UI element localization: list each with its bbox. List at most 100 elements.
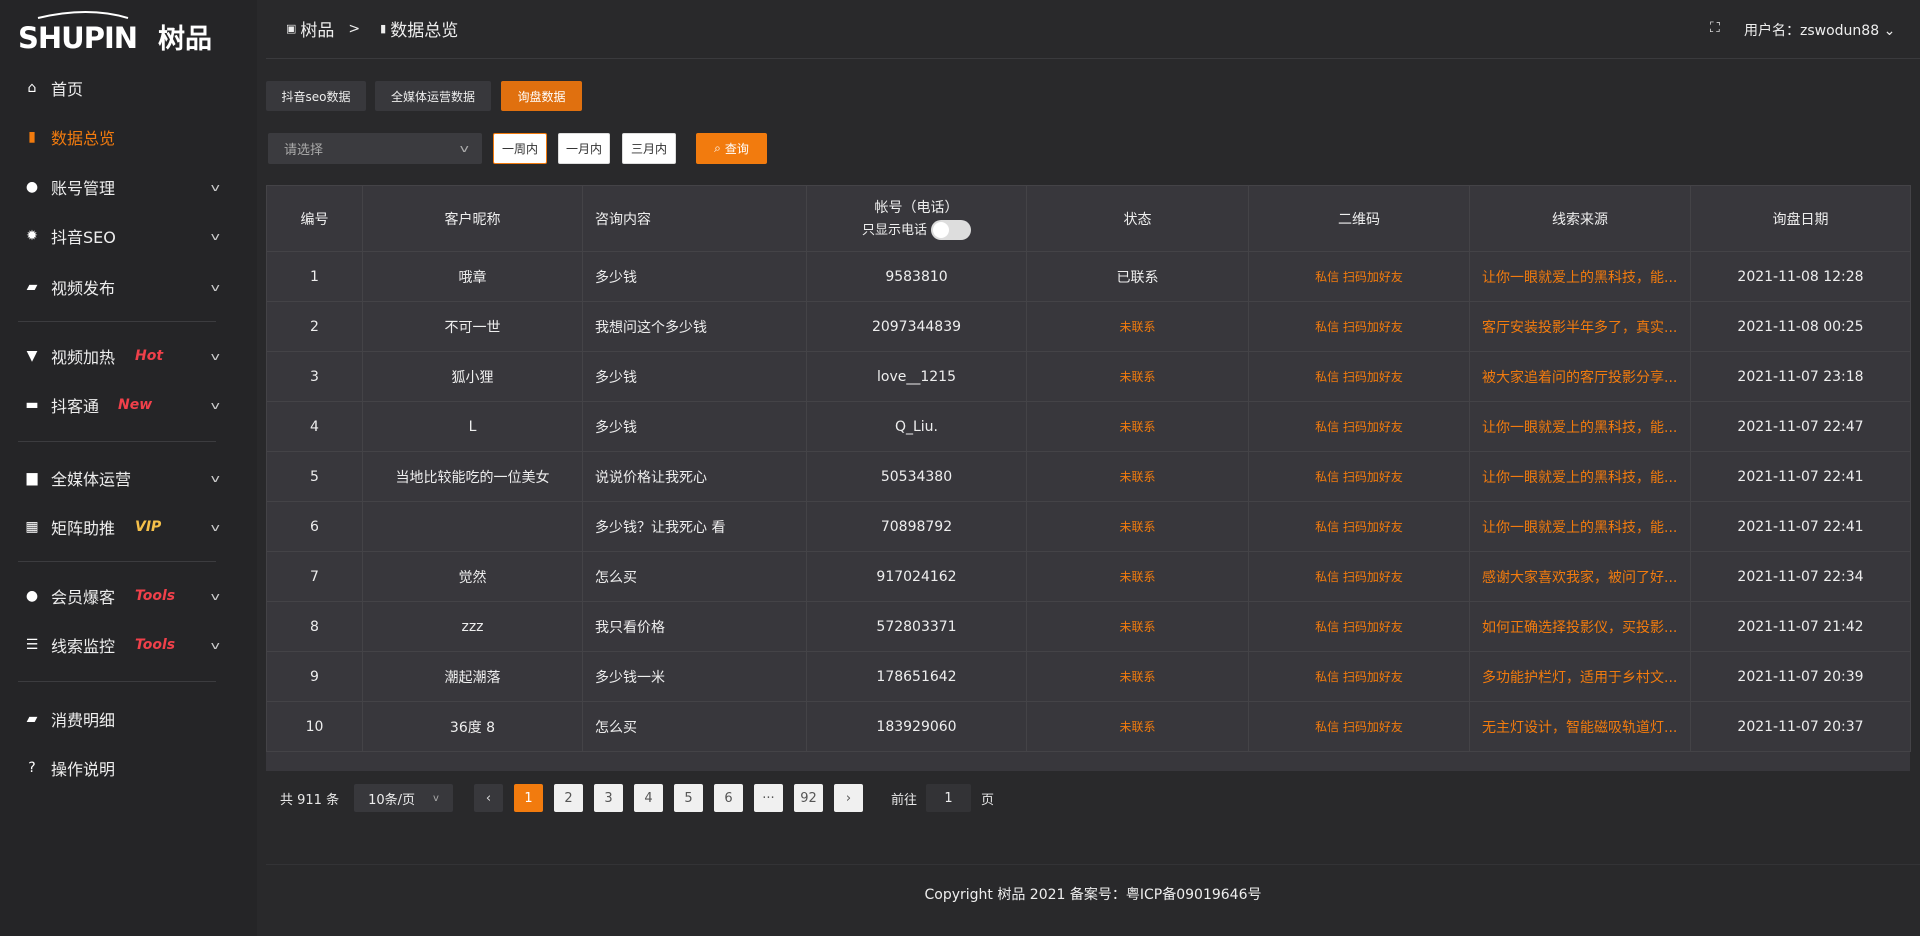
cell-qrcode[interactable]: 私信 扫码加好友	[1248, 601, 1470, 652]
sidebar-item-9[interactable]: ● 会员爆客 Tools v	[0, 576, 257, 616]
table-row: 1 哦章 多少钱 9583810 已联系 私信 扫码加好友 让你一眼就爱上的黑科技，能...…	[266, 251, 1911, 302]
home-icon: ⌂	[27, 80, 37, 96]
cell-source[interactable]: 让你一眼就爱上的黑科技，能...	[1469, 451, 1691, 502]
logo[interactable]: SHUPIN 树品	[18, 10, 230, 55]
tab-all-media-data[interactable]: 全媒体运营数据	[375, 81, 491, 111]
camera-icon: ▰	[26, 279, 38, 295]
sidebar-item-1[interactable]: ▮ 数据总览	[0, 117, 257, 157]
cell-content: 怎么买	[582, 551, 807, 602]
page-button[interactable]: 6	[714, 784, 743, 812]
sidebar-item-label: 抖客通	[51, 397, 100, 416]
sidebar-divider	[18, 681, 216, 682]
cell-id: 3	[266, 351, 363, 402]
cell-date: 2021-11-07 21:42	[1690, 601, 1911, 652]
page-button[interactable]: 2	[554, 784, 583, 812]
cell-qrcode[interactable]: 私信 扫码加好友	[1248, 551, 1470, 602]
sidebar-item-6[interactable]: ▬ 抖客通 New v	[0, 385, 257, 425]
cell-qrcode[interactable]: 私信 扫码加好友	[1248, 651, 1470, 702]
sidebar-item-3[interactable]: ✹ 抖音SEO v	[0, 216, 257, 256]
header: ▣ 树品 > ▮ 数据总览 ⛶ 用户名：zswodun88 ⌄	[266, 0, 1920, 59]
cell-id: 2	[266, 301, 363, 352]
cell-qrcode[interactable]: 私信 扫码加好友	[1248, 301, 1470, 352]
cell-content: 说说价格让我死心	[582, 451, 807, 502]
chevron-down-icon: v	[210, 229, 220, 243]
sidebar-item-5[interactable]: ▼ 视频加热 Hot v	[0, 336, 257, 376]
cell-account: Q_Liu.	[806, 401, 1027, 452]
page-button[interactable]: 1	[514, 784, 543, 812]
sidebar-item-11[interactable]: ▰ 消费明细	[0, 699, 257, 739]
table-row: 9 潮起潮落 多少钱一米 178651642 未联系 私信 扫码加好友 多功能护栏灯，适用于…	[266, 651, 1911, 702]
page-size-select[interactable]: 10条/页 v	[354, 784, 453, 812]
sidebar-item-10[interactable]: ☰ 线索监控 Tools v	[0, 625, 257, 665]
sidebar-item-label: 账号管理	[51, 179, 116, 198]
phone-only-toggle[interactable]	[931, 220, 971, 241]
cell-source[interactable]: 客厅安装投影半年多了，真实...	[1469, 301, 1691, 352]
cell-status: 未联系	[1026, 401, 1249, 452]
page-button[interactable]: 4	[634, 784, 663, 812]
cell-source[interactable]: 被大家追着问的客厅投影分享...	[1469, 351, 1691, 402]
sidebar-badge: Tools	[135, 588, 176, 604]
cell-qrcode[interactable]: 私信 扫码加好友	[1248, 701, 1470, 752]
cell-qrcode[interactable]: 私信 扫码加好友	[1248, 451, 1470, 502]
cell-nickname: 不可一世	[362, 301, 583, 352]
cell-account: 2097344839	[806, 301, 1027, 352]
tab-inquiry-data[interactable]: 询盘数据	[501, 81, 582, 111]
col-content: 咨询内容	[582, 185, 807, 252]
cell-nickname	[362, 501, 583, 552]
breadcrumb-separator: >	[348, 20, 361, 37]
cell-account: 183929060	[806, 701, 1027, 752]
cell-source[interactable]: 多功能护栏灯，适用于乡村文...	[1469, 651, 1691, 702]
fullscreen-icon[interactable]: ⛶	[1710, 20, 1720, 36]
sidebar-badge: Hot	[135, 348, 164, 364]
cell-date: 2021-11-07 22:41	[1690, 501, 1911, 552]
range-week-button[interactable]: 一周内	[493, 133, 547, 164]
sidebar-item-7[interactable]: ▆ 全媒体运营 v	[0, 458, 257, 498]
col-account: 帐号（电话） 只显示电话	[806, 185, 1027, 252]
cell-source[interactable]: 让你一眼就爱上的黑科技，能...	[1469, 401, 1691, 452]
cell-status: 未联系	[1026, 601, 1249, 652]
total-count: 共 911 条	[280, 792, 340, 808]
table-row: 5 当地比较能吃的一位美女 说说价格让我死心 50534380 未联系 私信 扫码加好友让…	[266, 451, 1911, 502]
cell-source[interactable]: 无主灯设计，智能磁吸轨道灯...	[1469, 701, 1691, 752]
table-row: 6 多少钱？让我死心 看 70898792 未联系 私信 扫码加好友 让你一眼就爱上的黑科…	[266, 501, 1911, 552]
cell-id: 9	[266, 651, 363, 702]
copyright: Copyright 树品 2021 备案号：粤ICP备09019646号	[924, 887, 1262, 903]
range-3month-button[interactable]: 三月内	[622, 133, 676, 164]
cell-date: 2021-11-07 22:41	[1690, 451, 1911, 502]
cell-qrcode[interactable]: 私信 扫码加好友	[1248, 401, 1470, 452]
sliders-icon: ☰	[25, 637, 39, 653]
cell-source[interactable]: 让你一眼就爱上的黑科技，能...	[1469, 501, 1691, 552]
query-button[interactable]: ⌕ 查询	[696, 133, 767, 164]
range-month-button[interactable]: 一月内	[558, 133, 610, 164]
prev-page-button[interactable]: ‹	[474, 784, 503, 812]
sidebar-item-0[interactable]: ⌂ 首页	[0, 68, 257, 108]
source-select[interactable]: 请选择 v	[268, 133, 482, 164]
sidebar-item-12[interactable]: ? 操作说明	[0, 748, 257, 788]
cell-source[interactable]: 让你一眼就爱上的黑科技，能...	[1469, 251, 1691, 302]
cell-source[interactable]: 感谢大家喜欢我家，被问了好...	[1469, 551, 1691, 602]
col-source: 线索来源	[1469, 185, 1691, 252]
user-menu[interactable]: 用户名：zswodun88 ⌄	[1744, 20, 1895, 40]
cell-qrcode[interactable]: 私信 扫码加好友	[1248, 351, 1470, 402]
sidebar-item-8[interactable]: ▦ 矩阵助推 VIP v	[0, 507, 257, 547]
help-icon: ?	[28, 760, 36, 776]
cell-qrcode[interactable]: 私信 扫码加好友	[1248, 501, 1470, 552]
next-page-button[interactable]: ›	[834, 784, 863, 812]
breadcrumb-root[interactable]: 树品	[300, 21, 335, 41]
sidebar-item-2[interactable]: ● 账号管理 v	[0, 167, 257, 207]
cell-qrcode[interactable]: 私信 扫码加好友	[1248, 251, 1470, 302]
sidebar-item-4[interactable]: ▰ 视频发布 v	[0, 267, 257, 307]
col-date: 询盘日期	[1690, 185, 1911, 252]
sidebar-item-label: 线索监控	[51, 637, 116, 656]
cell-content: 多少钱	[582, 251, 807, 302]
page-button[interactable]: 92	[794, 784, 823, 812]
cell-source[interactable]: 如何正确选择投影仪，买投影...	[1469, 601, 1691, 652]
tab-douyin-seo-data[interactable]: 抖音seo数据	[266, 81, 366, 111]
goto-page-input[interactable]: 1	[926, 784, 971, 812]
sidebar-item-label: 抖音SEO	[51, 228, 116, 247]
page-button[interactable]: 5	[674, 784, 703, 812]
cell-date: 2021-11-07 20:37	[1690, 701, 1911, 752]
chevron-down-icon: v	[210, 349, 220, 363]
page-button[interactable]: ···	[754, 784, 783, 812]
page-button[interactable]: 3	[594, 784, 623, 812]
